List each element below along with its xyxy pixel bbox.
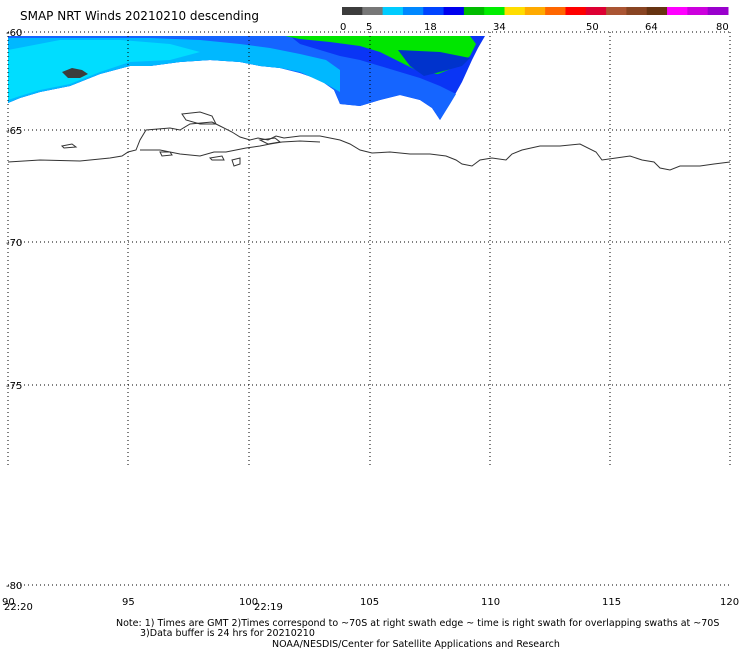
colorbar-segment — [626, 7, 648, 15]
colorbar-segment — [342, 7, 363, 15]
graticule — [7, 31, 731, 586]
wind-speed-colorbar — [342, 7, 729, 15]
lat-label--70: -70 — [6, 238, 22, 249]
colorbar-segment — [524, 7, 546, 15]
lon-label-95: 95 — [122, 597, 135, 608]
swath-time-2: 22:19 — [254, 602, 283, 613]
colorbar-segment — [443, 7, 465, 15]
colorbar-segment — [606, 7, 627, 15]
lon-label-105: 105 — [360, 597, 379, 608]
colorbar-tick-50: 50 — [586, 22, 599, 33]
colorbar-segment — [545, 7, 566, 15]
antarctic-coastline — [7, 111, 731, 171]
lon-label-110: 110 — [481, 597, 500, 608]
colorbar-tick-18: 18 — [424, 22, 437, 33]
coastline-islet-c — [258, 137, 282, 145]
colorbar-segment — [687, 7, 709, 15]
colorbar-segment — [565, 7, 587, 15]
colorbar-tick-64: 64 — [645, 22, 658, 33]
colorbar-segment — [402, 7, 424, 15]
credit-line: NOAA/NESDIS/Center for Satellite Applica… — [272, 639, 560, 650]
note-line-2: 3)Data buffer is 24 hrs for 20210210 — [140, 628, 315, 639]
lat-label--80: -80 — [6, 581, 22, 592]
lat-label--65: -65 — [6, 126, 22, 137]
coastline-islet-b — [208, 155, 225, 161]
swath-light-cyan-region — [8, 40, 200, 100]
coastline-islet-d — [231, 157, 241, 167]
colorbar-tick-80: 80 — [716, 22, 729, 33]
coastline-ice-shelf — [140, 140, 321, 157]
colorbar-segment — [646, 7, 668, 15]
coastline-islet-a — [159, 151, 173, 157]
colorbar-tick-0: 0 — [340, 22, 346, 33]
lon-label-115: 115 — [602, 597, 621, 608]
colorbar-tick-5: 5 — [366, 22, 372, 33]
lon-label-90: 90 — [2, 597, 15, 608]
colorbar-segment — [423, 7, 445, 15]
wind-swath — [8, 36, 485, 120]
colorbar-segment — [484, 7, 506, 15]
colorbar-segment — [585, 7, 607, 15]
colorbar-segment — [707, 7, 729, 15]
colorbar-segment — [463, 7, 485, 15]
colorbar-segment — [362, 7, 384, 15]
colorbar-segment — [504, 7, 526, 15]
coastline-island-north — [181, 111, 217, 125]
swath-calm-patch — [62, 68, 88, 78]
map-title: SMAP NRT Winds 20210210 descending — [20, 9, 259, 23]
coastline-island-west — [60, 143, 78, 149]
note-line-1: Note: 1) Times are GMT 2)Times correspon… — [116, 618, 719, 629]
lat-label--75: -75 — [6, 381, 22, 392]
colorbar-tick-34: 34 — [493, 22, 506, 33]
swath-time-1: 22:20 — [4, 602, 33, 613]
lon-label-100: 100 — [239, 597, 258, 608]
swath-dark-blue-region — [398, 50, 470, 76]
lat-label--60: -60 — [6, 28, 22, 39]
colorbar-segment — [382, 7, 404, 15]
lon-label-120: 120 — [720, 597, 739, 608]
colorbar-segment — [667, 7, 688, 15]
coastline-main — [7, 121, 731, 171]
